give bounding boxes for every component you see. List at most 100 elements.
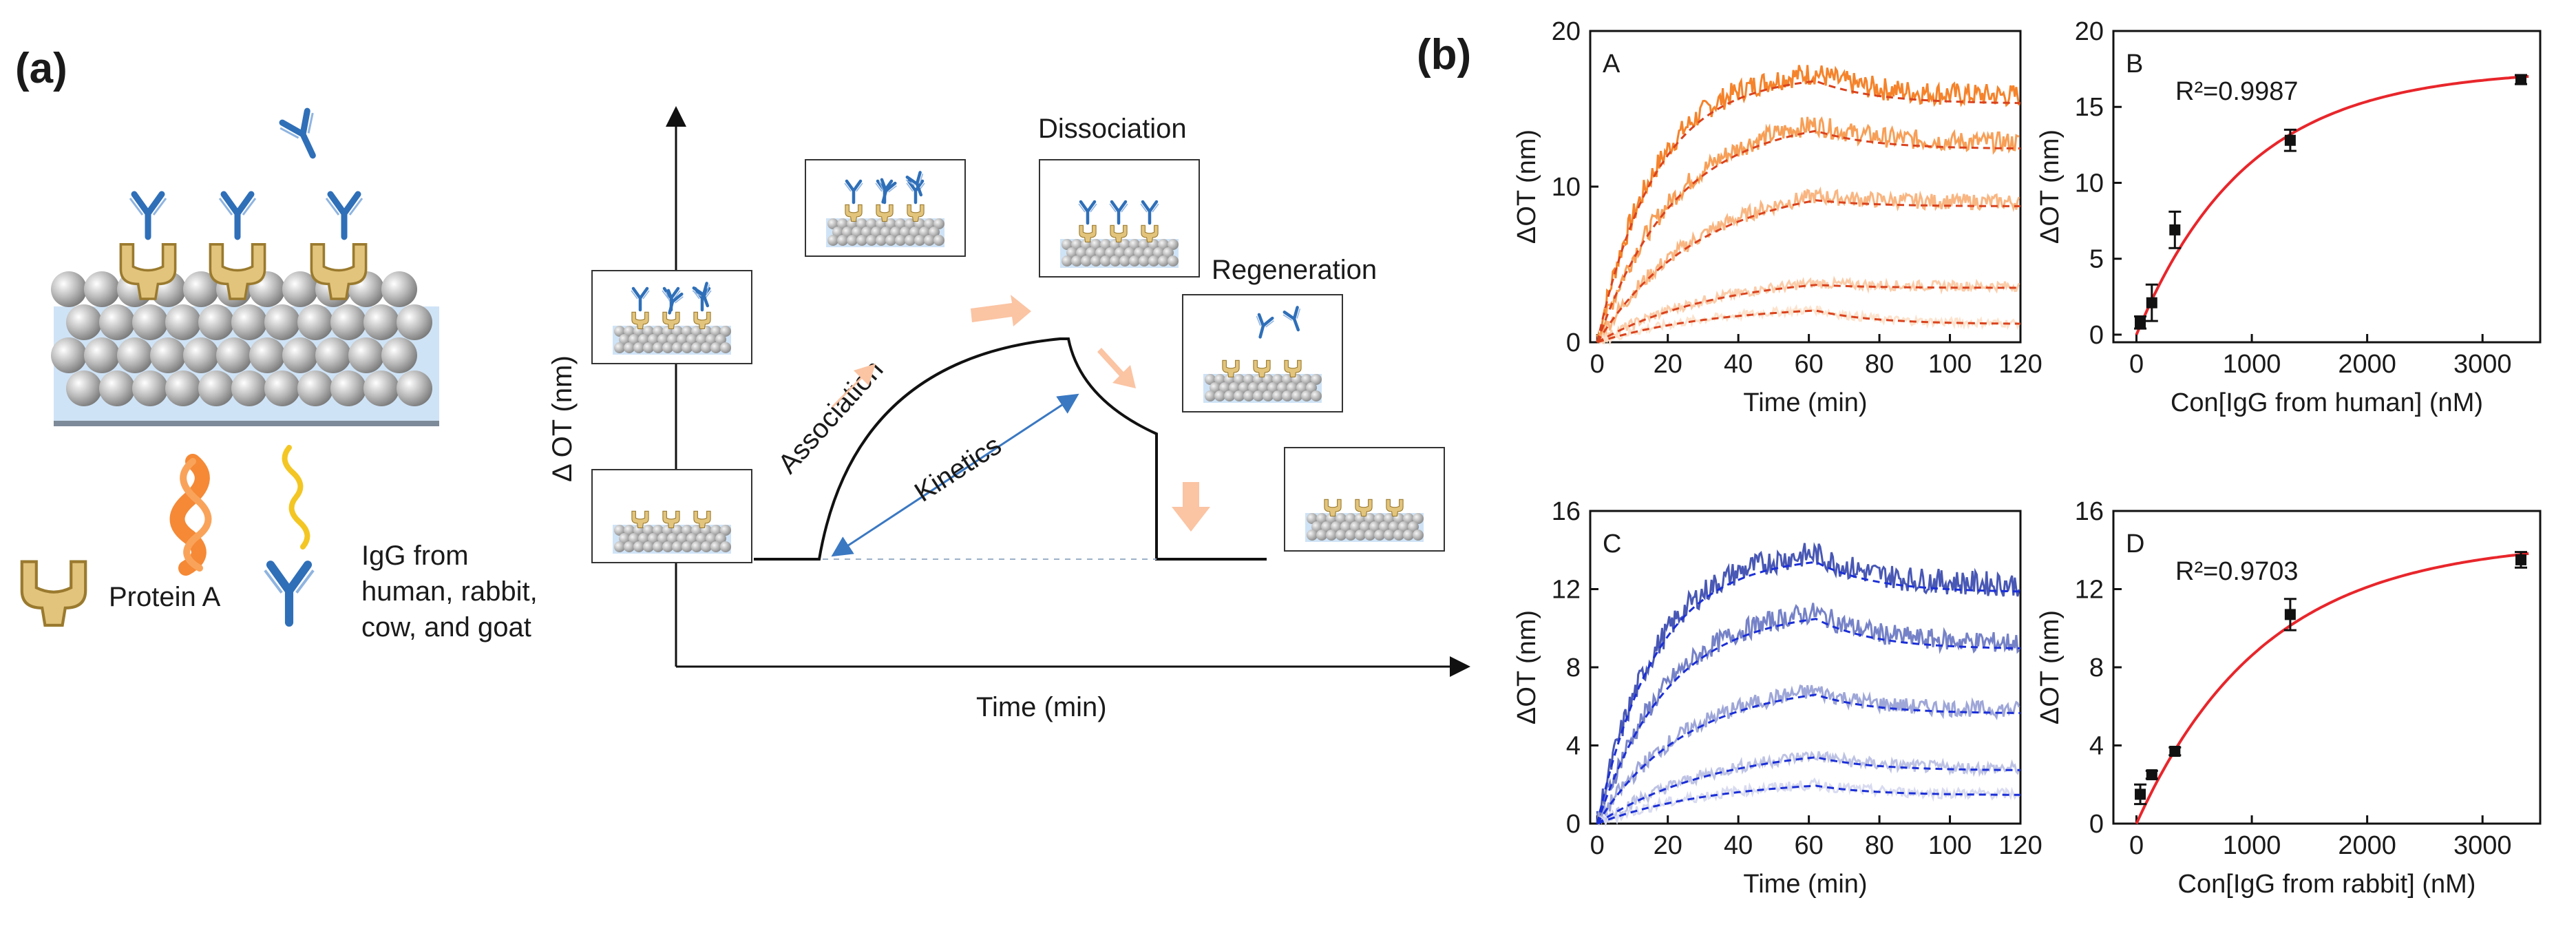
sphere <box>1307 513 1318 524</box>
chart-c: 0 20 40 60 80 100 120 0 4 8 12 16 Time (min) ΔOT (nm)… <box>1512 497 2042 899</box>
data-point <box>2146 297 2157 309</box>
sphere <box>653 326 664 337</box>
sphere <box>397 370 432 406</box>
sphere <box>847 235 858 246</box>
sphere <box>1243 390 1254 401</box>
sphere <box>117 337 153 373</box>
sphere <box>629 334 640 345</box>
sphere <box>183 271 219 307</box>
x-tick-label: 1000 <box>2223 831 2281 860</box>
sphere <box>1115 247 1126 258</box>
sphere <box>624 342 635 353</box>
y-axis-label: ΔOT (nm) <box>2036 129 2065 244</box>
sphere <box>1234 390 1245 401</box>
data-series-c2 <box>1596 116 2020 344</box>
sphere <box>842 227 853 238</box>
sphere <box>657 334 668 345</box>
sphere <box>1143 247 1154 258</box>
sphere <box>1153 247 1164 258</box>
sphere <box>837 218 848 229</box>
sphere <box>1311 521 1322 532</box>
sphere <box>315 337 351 373</box>
sphere <box>653 342 664 353</box>
sphere <box>330 370 366 406</box>
sphere <box>832 227 843 238</box>
legend-igg-line2: human, rabbit, <box>361 576 538 607</box>
sphere <box>84 337 120 373</box>
y-tick-label: 10 <box>2075 169 2104 198</box>
sphere <box>624 541 635 552</box>
y-axis-label: ΔOT (nm) <box>1512 129 1541 244</box>
sphere <box>667 334 678 345</box>
sphere <box>696 334 707 345</box>
sphere <box>691 326 702 337</box>
stage-box <box>1182 294 1343 412</box>
fit-line-c1 <box>1596 561 2021 824</box>
sphere <box>1403 530 1414 541</box>
y-tick-label: 4 <box>1566 732 1581 761</box>
fit-curve <box>2135 75 2529 335</box>
sphere <box>381 271 417 307</box>
legend-protein-a-text: Protein A <box>109 582 221 612</box>
sphere <box>1071 255 1082 267</box>
y-tick-label: 16 <box>1552 497 1581 526</box>
data-point <box>2146 769 2157 781</box>
data-series-c1 <box>1596 542 2020 824</box>
sphere <box>1243 374 1254 385</box>
sphere <box>1253 390 1264 401</box>
y-tick-label: 5 <box>2089 245 2104 274</box>
sphere <box>1076 247 1087 258</box>
sphere <box>99 304 135 340</box>
sphere <box>1277 382 1288 393</box>
sphere <box>1398 521 1409 532</box>
sphere <box>1296 382 1307 393</box>
sphere <box>672 326 683 337</box>
chart-a: 0 20 40 60 80 100 120 0 10 20 Time (min) ΔOT (nm) A <box>1512 17 2042 417</box>
sphere <box>1139 255 1150 267</box>
sphere <box>1129 255 1140 267</box>
sphere <box>614 541 625 552</box>
sphere <box>914 235 925 246</box>
sphere <box>885 235 896 246</box>
x-tick-label: 40 <box>1724 831 1753 860</box>
legend-igg-line1: IgG from <box>361 541 469 571</box>
panel-b-label: (b) <box>1417 31 1471 79</box>
sphere <box>1350 521 1361 532</box>
r-squared-annotation: R²=0.9703 <box>2175 557 2299 586</box>
sphere <box>1214 390 1225 401</box>
sphere <box>264 370 300 406</box>
sphere <box>1345 513 1356 524</box>
x-tick-label: 100 <box>1928 350 1972 379</box>
sphere <box>715 334 726 345</box>
sphere <box>682 326 693 337</box>
sphere <box>1282 390 1293 401</box>
data-series-c3 <box>1596 684 2020 824</box>
x-tick-label: 40 <box>1724 350 1753 379</box>
sphere <box>1148 255 1159 267</box>
legend-igg: IgG from human, rabbit, cow, and goat <box>265 541 538 642</box>
sphere <box>1306 382 1317 393</box>
sphere <box>1163 247 1174 258</box>
sphere <box>1139 239 1150 250</box>
data-point <box>2169 746 2181 757</box>
fit-line-c2 <box>1596 129 2021 343</box>
x-tick-label: 20 <box>1654 831 1682 860</box>
inset-letter: B <box>2126 50 2143 79</box>
sphere <box>1258 382 1269 393</box>
schematic-y-label: Δ OT (nm) <box>547 355 578 482</box>
sphere <box>1086 247 1097 258</box>
sphere <box>99 370 135 406</box>
sphere <box>66 370 102 406</box>
sphere <box>885 218 896 229</box>
y-tick-label: 0 <box>1566 328 1581 357</box>
sphere <box>662 541 673 552</box>
sphere <box>706 533 717 544</box>
fit-line-c5 <box>1596 309 2021 344</box>
sphere <box>1238 382 1249 393</box>
sphere <box>1062 239 1073 250</box>
y-tick-label: 4 <box>2089 732 2104 761</box>
sphere <box>1081 255 1092 267</box>
sphere <box>1291 390 1302 401</box>
x-axis-label: Con[IgG from human] (nM) <box>2171 388 2483 417</box>
panel-a-label: (a) <box>15 45 67 92</box>
